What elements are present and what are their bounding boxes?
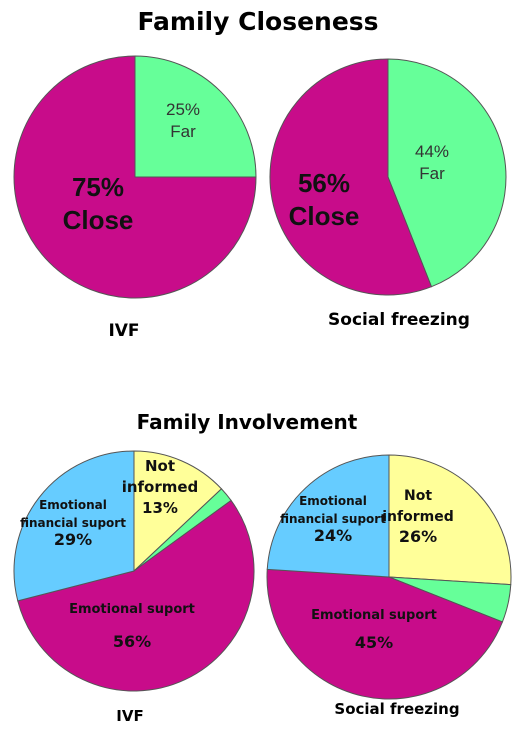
- slice-label-line: Not: [404, 488, 432, 504]
- caption-involvement-ivf: IVF: [116, 707, 143, 725]
- slice-label-emotional: Emotional suport 56%: [69, 602, 195, 651]
- slice-label-line: 25%: [166, 100, 200, 119]
- slice-label-line: Far: [419, 164, 445, 183]
- slice-label-line: 44%: [415, 142, 449, 161]
- slice-label-line: Emotional suport: [69, 602, 195, 617]
- involvement-title: Family Involvement: [137, 410, 358, 434]
- pie-closeness-social-freezing: 44% Far 56% Close: [269, 58, 507, 296]
- slice-label-line: Emotional: [299, 494, 367, 508]
- pie-slice-emotional-financial: [266, 454, 390, 578]
- slice-label-line: Emotional: [39, 498, 107, 512]
- slice-label-close: 75% Close: [63, 172, 134, 235]
- pie-slice-emotional: [17, 499, 255, 692]
- slice-label-emotional-financial: Emotional financial suport 24%: [280, 494, 386, 545]
- slice-label-line: 75%: [72, 172, 124, 202]
- caption-involvement-social-freezing: Social freezing: [334, 700, 459, 718]
- slice-label-line: Emotional suport: [311, 608, 437, 623]
- slice-label-line: 26%: [399, 527, 437, 546]
- pie-slice-not-informed: [133, 450, 223, 573]
- caption-closeness-ivf: IVF: [108, 321, 139, 341]
- slice-label-line: financial suport: [20, 516, 126, 530]
- slice-label-line: informed: [382, 509, 453, 525]
- slice-label-far: 44% Far: [415, 142, 449, 183]
- pie-slice-emotional-financial: [13, 450, 135, 602]
- caption-closeness-social-freezing: Social freezing: [328, 310, 470, 330]
- slice-label-line: 29%: [54, 530, 92, 549]
- slice-label-emotional: Emotional suport 45%: [311, 608, 437, 652]
- pie-closeness-ivf: 25% Far 75% Close: [13, 55, 257, 299]
- pie-slice-not-informed: [388, 454, 512, 586]
- slice-label-line: Close: [63, 205, 134, 235]
- slice-label-line: informed: [122, 478, 199, 496]
- slice-label-line: 56%: [298, 168, 350, 198]
- slice-label-line: 56%: [113, 632, 151, 651]
- slice-label-not-informed: Not informed 13%: [122, 457, 199, 517]
- pie-involvement-ivf: Not informed 13%Emotional suport 56%Emotion…: [13, 450, 255, 692]
- slice-label-not-informed: Not informed 26%: [382, 488, 453, 546]
- pie-involvement-social-freezing: Not informed 26%Emotional suport 45%Emotion…: [266, 454, 512, 700]
- slice-label-line: Far: [170, 122, 196, 141]
- slice-label-emotional-financial: Emotional financial suport 29%: [20, 498, 126, 549]
- pie-slice-close: [13, 55, 257, 299]
- slice-label-line: financial suport: [280, 512, 386, 526]
- closeness-title: Family Closeness: [137, 7, 378, 36]
- slice-label-far: 25% Far: [166, 100, 200, 141]
- slice-label-line: 45%: [355, 633, 393, 652]
- slice-label-line: Close: [289, 201, 360, 231]
- pie-slice-close: [269, 58, 433, 296]
- slice-label-close: 56% Close: [289, 168, 360, 231]
- slice-label-line: 24%: [314, 526, 352, 545]
- pie-slice-far: [387, 58, 507, 288]
- pie-slice-emotional: [266, 568, 504, 700]
- slice-label-line: 13%: [142, 499, 178, 517]
- slice-label-line: Not: [145, 457, 175, 475]
- pie-slice-far: [134, 55, 257, 178]
